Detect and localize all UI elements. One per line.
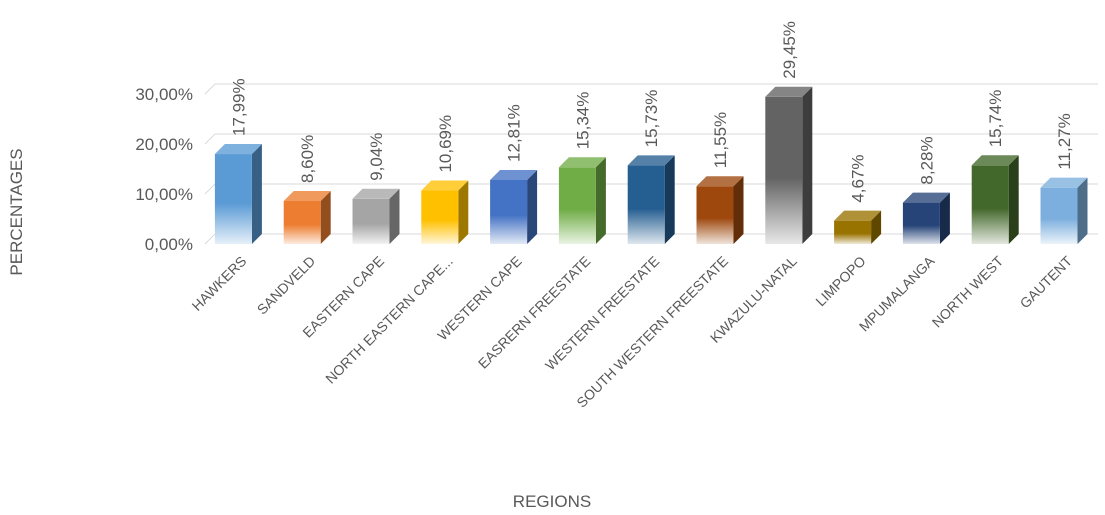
bar-side xyxy=(389,188,400,244)
x-axis-title: REGIONS xyxy=(513,492,591,510)
x-tick-label: NORTH WEST xyxy=(929,252,1007,330)
bar-side xyxy=(320,191,331,244)
data-label: 17,99% xyxy=(229,78,248,136)
bar xyxy=(214,144,262,244)
bar-side xyxy=(939,192,950,244)
bar-side xyxy=(664,155,675,244)
bar xyxy=(696,176,744,244)
bar xyxy=(352,188,400,244)
x-tick-label: GAUTENT xyxy=(1017,252,1076,311)
bar xyxy=(834,210,882,244)
bar-top xyxy=(627,155,675,166)
data-label: 11,27% xyxy=(1055,113,1074,169)
bar-front xyxy=(902,202,940,244)
bar-top xyxy=(214,144,262,155)
bar-front xyxy=(696,186,734,244)
bar xyxy=(490,169,538,244)
bar xyxy=(765,86,813,244)
y-axis-ticks: 0,00% 10,00% 20,00% 30,00% xyxy=(135,85,193,254)
data-label: 11,55% xyxy=(711,112,730,168)
data-label: 15,74% xyxy=(986,90,1005,148)
bar-top xyxy=(1040,177,1088,188)
bar-side xyxy=(458,180,469,244)
gridline-side xyxy=(204,233,216,245)
data-label: 8,28% xyxy=(917,136,936,184)
x-tick-label: WESTERN FREESTATE xyxy=(542,253,662,373)
bar-front xyxy=(627,165,665,244)
x-tick-label: SANDVELD xyxy=(254,253,319,318)
y-tick-label: 20,00% xyxy=(135,135,193,154)
x-tick-label: EASRERN FREESTATE xyxy=(475,253,594,372)
data-label: 12,81% xyxy=(505,104,524,162)
bar-top xyxy=(421,180,469,191)
bar-front xyxy=(352,198,390,244)
bar-top xyxy=(490,169,538,180)
data-label: 4,67% xyxy=(849,154,868,202)
bar-top xyxy=(558,157,606,168)
data-label: 15,73% xyxy=(642,90,661,148)
bar-front xyxy=(490,179,528,244)
bar xyxy=(971,155,1019,244)
y-tick-label: 30,00% xyxy=(135,85,193,104)
gridline-side xyxy=(204,83,216,95)
x-tick-label: NORTH EASTERN CAPE... xyxy=(322,253,456,387)
bar-front xyxy=(558,167,596,244)
bar-top xyxy=(352,188,400,199)
bar xyxy=(421,180,469,244)
y-tick-label: 0,00% xyxy=(145,235,193,254)
bar xyxy=(1040,177,1088,244)
bar-front xyxy=(283,201,321,244)
bar-top xyxy=(971,155,1019,166)
bar-front xyxy=(971,165,1009,244)
data-label: 15,34% xyxy=(573,92,592,150)
bar-top xyxy=(696,176,744,187)
bar-top xyxy=(283,191,331,201)
bar-front xyxy=(765,96,803,244)
x-tick-label: HAWKERS xyxy=(189,253,250,314)
gridline-side xyxy=(204,133,216,145)
bar-side xyxy=(802,86,813,244)
bar-front xyxy=(214,154,252,244)
bar-side xyxy=(251,144,262,244)
bar-side xyxy=(871,210,882,244)
bar-side xyxy=(1008,155,1019,244)
bar-side xyxy=(1077,177,1088,244)
bar-top xyxy=(902,192,950,203)
bar xyxy=(902,192,950,244)
bar-side xyxy=(527,169,538,244)
bar xyxy=(283,191,331,244)
data-label: 9,04% xyxy=(367,133,386,181)
y-axis-title: PERCENTAGES xyxy=(7,148,26,275)
y-tick-label: 10,00% xyxy=(135,185,193,204)
data-labels: 17,99% 8,60% 9,04% 10,69% 12,81% 15,34% 15,73%… xyxy=(229,21,1074,203)
bars xyxy=(214,86,1088,244)
bar xyxy=(558,157,606,244)
bar-front xyxy=(834,220,872,244)
x-tick-label: SOUTH WESTERN FREESTATE xyxy=(573,253,731,411)
data-label: 10,69% xyxy=(436,115,455,173)
data-label: 8,60% xyxy=(298,135,317,183)
bar-front xyxy=(1040,187,1078,244)
bar-front xyxy=(421,190,459,244)
data-label: 29,45% xyxy=(780,21,799,79)
bar-top xyxy=(834,210,882,221)
x-tick-label: LIMPOPO xyxy=(812,253,869,310)
bar xyxy=(627,155,675,244)
bar-top xyxy=(765,86,813,97)
gridline-side xyxy=(204,183,216,195)
bar-side xyxy=(733,176,744,244)
bar-side xyxy=(595,157,606,244)
